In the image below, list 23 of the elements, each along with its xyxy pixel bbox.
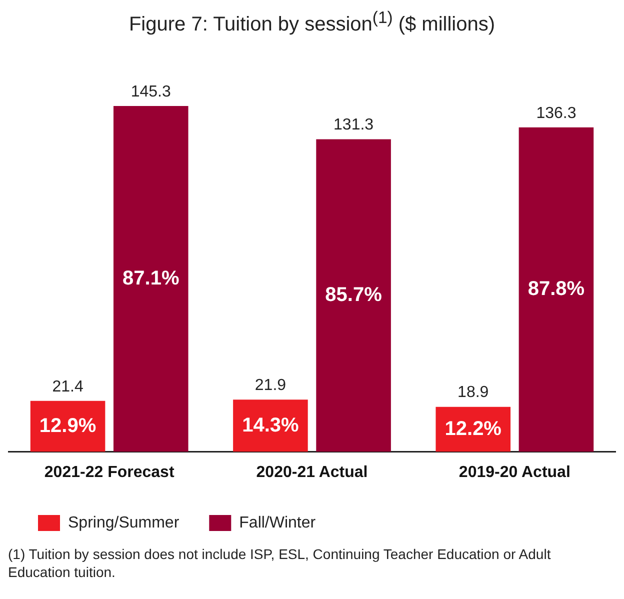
annotation: 12.9% bbox=[39, 414, 96, 437]
x-tick-label: 2019-20 Actual bbox=[458, 463, 570, 480]
x-tick-label: 2021-22 Forecast bbox=[44, 463, 175, 480]
data-label: 136.3 bbox=[536, 104, 576, 122]
annotation: 85.7% bbox=[325, 284, 382, 306]
bar bbox=[233, 399, 308, 452]
data-label: 145.3 bbox=[130, 83, 171, 100]
text: (1) Tuition by session does not include ISP, ESL, Continuing Teacher Education or Adult Education tuition. bbox=[8, 544, 552, 582]
chart-title: Figure 7: Tuition by session$^{(1)}$ ($ millions) bbox=[128, 8, 496, 37]
annotation: 14.3% bbox=[242, 414, 300, 436]
bar bbox=[518, 127, 594, 452]
bar bbox=[113, 106, 188, 452]
bar bbox=[316, 138, 391, 452]
data-label: 21.4 bbox=[52, 378, 84, 395]
data-label: 131.3 bbox=[334, 116, 374, 134]
annotation: 12.2% bbox=[444, 418, 502, 440]
data-label: 18.9 bbox=[458, 384, 489, 401]
data-label: 21.9 bbox=[254, 376, 286, 394]
annotation: 87.1% bbox=[122, 267, 180, 290]
legend-label: Spring/Summer bbox=[68, 514, 180, 532]
annotation: 87.8% bbox=[528, 278, 585, 300]
legend-label: Fall/Winter bbox=[239, 514, 316, 532]
x-tick-label: 2020-21 Actual bbox=[256, 463, 368, 480]
